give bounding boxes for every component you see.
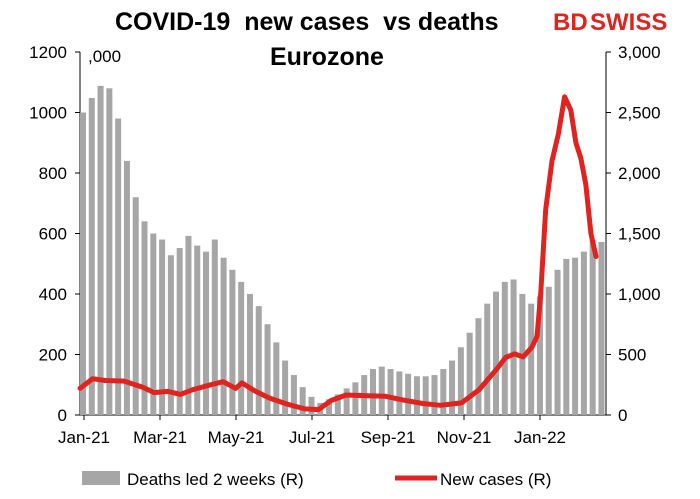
deaths-bar (580, 251, 587, 415)
deaths-bar (150, 233, 157, 415)
deaths-bar (545, 286, 552, 415)
unit-label: ,000 (88, 47, 121, 66)
deaths-bar (449, 360, 456, 415)
new-cases-line (77, 94, 599, 413)
left-axis-tick-label: 400 (39, 285, 67, 304)
x-axis-tick-label: Jan-21 (58, 428, 110, 447)
right-axis-tick-label: 0 (618, 406, 627, 425)
deaths-bar (220, 257, 227, 415)
deaths-bar (493, 291, 500, 415)
left-axis-tick-label: 1200 (29, 43, 67, 62)
deaths-bar (413, 376, 420, 415)
deaths-bar (405, 373, 412, 415)
deaths-bar (326, 399, 333, 415)
x-axis-tick-label: May-21 (208, 428, 265, 447)
deaths-bar (484, 303, 491, 415)
deaths-bar (572, 257, 579, 415)
right-axis-tick-label: 500 (618, 346, 646, 365)
deaths-bar (334, 394, 341, 415)
deaths-bar (369, 369, 376, 415)
deaths-bar (97, 85, 104, 415)
deaths-bar (203, 251, 210, 415)
right-axis-labels: 0 500 1,000 1,500 2,000 2,500 3,000 (618, 43, 661, 425)
deaths-bar (501, 281, 508, 415)
deaths-bar (387, 369, 394, 415)
brand-swiss: SWISS (590, 9, 667, 36)
x-axis-tick-label: Nov-21 (437, 428, 492, 447)
deaths-bar (536, 296, 543, 415)
deaths-bar (167, 255, 174, 415)
deaths-bar (290, 375, 297, 415)
deaths-bar (378, 366, 385, 415)
legend-bars-swatch (82, 471, 120, 485)
deaths-bar (80, 112, 86, 415)
left-axis-tick-label: 200 (39, 346, 67, 365)
deaths-bar (176, 248, 183, 415)
left-axis-tick-label: 600 (39, 225, 67, 244)
right-axis-tick-label: 1,500 (618, 225, 661, 244)
legend: Deaths led 2 weeks (R) New cases (R) (82, 470, 551, 489)
deaths-bars (80, 85, 605, 416)
deaths-bar (211, 239, 218, 415)
x-axis-tick-label: Mar-21 (133, 428, 187, 447)
deaths-bar (255, 306, 262, 415)
legend-line-label: New cases (R) (440, 470, 551, 489)
legend-bars-label: Deaths led 2 weeks (R) (127, 470, 304, 489)
deaths-bar (141, 221, 148, 415)
right-axis-tick-label: 3,000 (618, 43, 661, 62)
deaths-bar (554, 269, 561, 415)
brand-logo: BD SWISS (553, 9, 667, 36)
deaths-bar (352, 382, 359, 415)
deaths-bar (422, 376, 429, 415)
deaths-bar (282, 360, 289, 415)
deaths-bar (88, 97, 95, 415)
deaths-bar (343, 388, 350, 415)
deaths-bar (238, 281, 245, 415)
deaths-bar (598, 241, 605, 415)
left-axis-labels: 0 200 400 600 800 1000 1200 (29, 43, 67, 425)
deaths-bar (440, 369, 447, 415)
right-axis-tick-label: 2,000 (618, 164, 661, 183)
left-axis-tick-label: 1000 (29, 104, 67, 123)
deaths-bar (115, 118, 122, 416)
deaths-bar (185, 235, 192, 415)
deaths-bar (431, 375, 438, 415)
right-axis-tick-label: 1,000 (618, 285, 661, 304)
axis-ticks (75, 51, 611, 420)
x-axis-tick-label: Jan-22 (514, 428, 566, 447)
deaths-bar (510, 279, 517, 415)
deaths-bar (123, 160, 130, 415)
right-axis-tick-label: 2,500 (618, 104, 661, 123)
deaths-bar (396, 371, 403, 415)
left-axis-tick-label: 800 (39, 164, 67, 183)
chart-title-line2: Eurozone (270, 43, 384, 71)
x-axis-tick-label: Sep-21 (361, 428, 416, 447)
deaths-bar (466, 332, 473, 415)
deaths-bar (589, 239, 596, 415)
deaths-bar (299, 387, 306, 415)
deaths-bar (264, 324, 271, 415)
chart-title-line1: COVID-19 new cases vs deaths (115, 8, 499, 36)
deaths-bar (563, 258, 570, 415)
x-axis-tick-label: Jul-21 (289, 428, 335, 447)
deaths-bar (475, 318, 482, 415)
deaths-bar (159, 239, 166, 415)
left-axis-tick-label: 0 (58, 406, 67, 425)
deaths-bar (106, 88, 113, 416)
deaths-bar (273, 342, 280, 415)
deaths-bar (246, 294, 253, 415)
brand-bd: BD (553, 9, 588, 36)
x-axis-labels: Jan-21 Mar-21 May-21 Jul-21 Sep-21 Nov-21 Jan-… (58, 428, 566, 447)
deaths-bar (194, 245, 201, 415)
deaths-bar (308, 396, 315, 415)
deaths-bar (528, 303, 535, 415)
deaths-bar (229, 269, 236, 415)
deaths-bar (457, 347, 464, 415)
deaths-bar (132, 197, 139, 415)
